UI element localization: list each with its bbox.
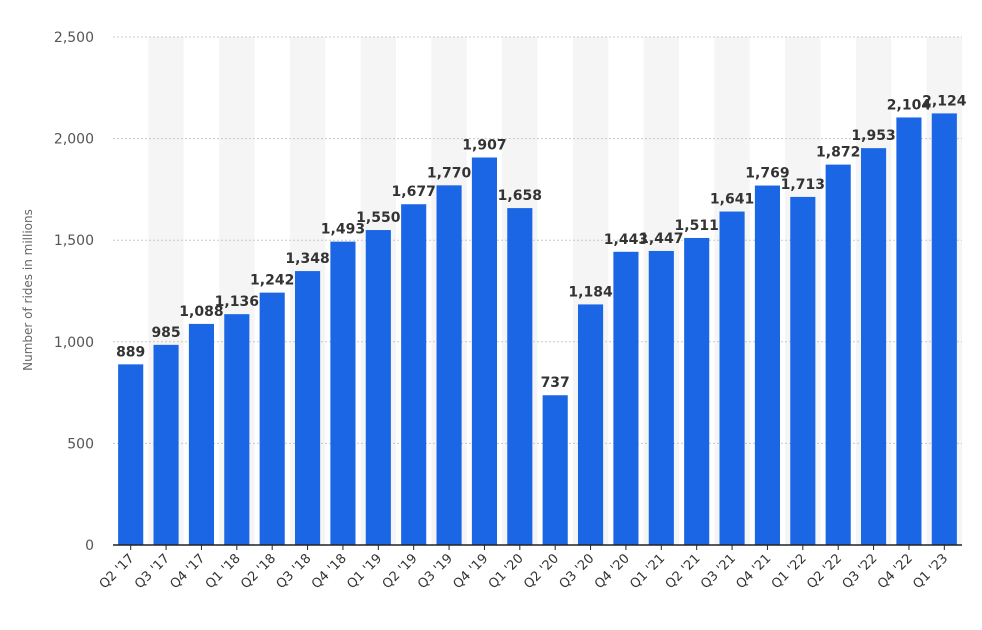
data-label: 1,447	[639, 231, 683, 247]
data-label: 1,677	[392, 184, 436, 200]
x-tick-label: Q4 '17	[167, 551, 208, 592]
bar	[118, 364, 144, 545]
bar	[790, 196, 816, 545]
bar	[436, 185, 462, 545]
x-tick-label: Q2 '20	[521, 551, 562, 592]
bar	[401, 204, 427, 546]
x-tick-label: Q3 '19	[415, 551, 456, 592]
x-tick-label: Q3 '21	[698, 551, 739, 592]
bar	[754, 185, 780, 546]
x-tick-label: Q4 '19	[450, 551, 491, 592]
x-tick-label: Q3 '22	[840, 551, 881, 592]
data-label: 1,641	[710, 192, 754, 208]
x-tick-label: Q4 '22	[875, 551, 916, 592]
x-tick-label: Q1 '22	[769, 551, 810, 592]
x-tick-label: Q4 '20	[592, 551, 633, 592]
data-label: 1,511	[675, 218, 719, 234]
x-tick-label: Q1 '18	[203, 551, 244, 592]
x-tick-label: Q2 '17	[97, 551, 138, 592]
bar	[153, 344, 179, 545]
bar	[295, 271, 321, 545]
data-label: 1,550	[356, 210, 401, 226]
x-tick-label: Q1 '19	[344, 551, 385, 592]
x-tick-label: Q1 '20	[486, 551, 527, 592]
y-tick-label: 1,500	[54, 233, 94, 249]
x-tick-label: Q2 '22	[804, 551, 845, 592]
x-tick-label: Q3 '18	[274, 551, 315, 592]
bar	[224, 314, 250, 545]
data-label: 1,658	[498, 188, 542, 204]
data-label: 737	[541, 375, 570, 391]
bar	[825, 164, 851, 545]
y-axis-title: Number of rides in millions	[21, 209, 35, 371]
bar	[578, 304, 604, 545]
data-label: 1,769	[745, 166, 789, 182]
data-label: 1,242	[250, 273, 294, 289]
data-label: 889	[116, 344, 145, 360]
x-tick-label: Q3 '17	[132, 551, 173, 592]
bars	[118, 113, 957, 546]
y-tick-label: 500	[67, 436, 94, 452]
data-label: 1,443	[604, 232, 648, 248]
data-label: 1,872	[816, 145, 860, 161]
x-tick-label: Q2 '19	[380, 551, 421, 592]
data-label: 985	[151, 325, 180, 341]
x-tick-label: Q4 '18	[309, 551, 350, 592]
data-label: 1,136	[215, 294, 259, 310]
data-label: 1,953	[851, 128, 895, 144]
x-tick-label: Q2 '21	[663, 551, 704, 592]
bar	[896, 117, 922, 546]
y-axis-ticks: 0 500 1,000 1,500 2,000 2,500	[54, 30, 94, 554]
bar	[507, 208, 533, 545]
bar	[365, 230, 391, 546]
data-label: 1,713	[781, 177, 825, 193]
bar	[542, 395, 568, 545]
x-tick-label: Q3 '20	[557, 551, 598, 592]
y-tick-label: 0	[85, 538, 94, 554]
bar	[613, 251, 639, 545]
data-label: 1,493	[321, 222, 365, 238]
x-tick-label: Q1 '23	[910, 551, 951, 592]
gridlines	[113, 36, 962, 444]
bar	[931, 113, 957, 545]
data-label: 1,088	[179, 304, 223, 320]
x-tick-label: Q2 '18	[238, 551, 279, 592]
data-label: 2,124	[922, 93, 967, 109]
data-label: 1,184	[568, 284, 613, 300]
bar	[259, 292, 285, 545]
bar	[684, 237, 710, 546]
data-label: 1,348	[285, 251, 329, 267]
x-tick-label: Q1 '21	[627, 551, 668, 592]
bar	[188, 323, 214, 545]
y-tick-label: 1,000	[54, 335, 94, 351]
bar	[719, 211, 745, 545]
bar	[861, 148, 887, 546]
data-label: 2,104	[887, 97, 932, 113]
y-tick-label: 2,500	[54, 30, 94, 46]
data-label: 1,770	[427, 165, 472, 181]
x-tick-label: Q4 '21	[733, 551, 774, 592]
bar	[330, 241, 356, 545]
y-tick-label: 2,000	[54, 132, 94, 148]
data-label: 1,907	[462, 137, 506, 153]
bar	[648, 250, 674, 545]
bar	[471, 157, 497, 545]
